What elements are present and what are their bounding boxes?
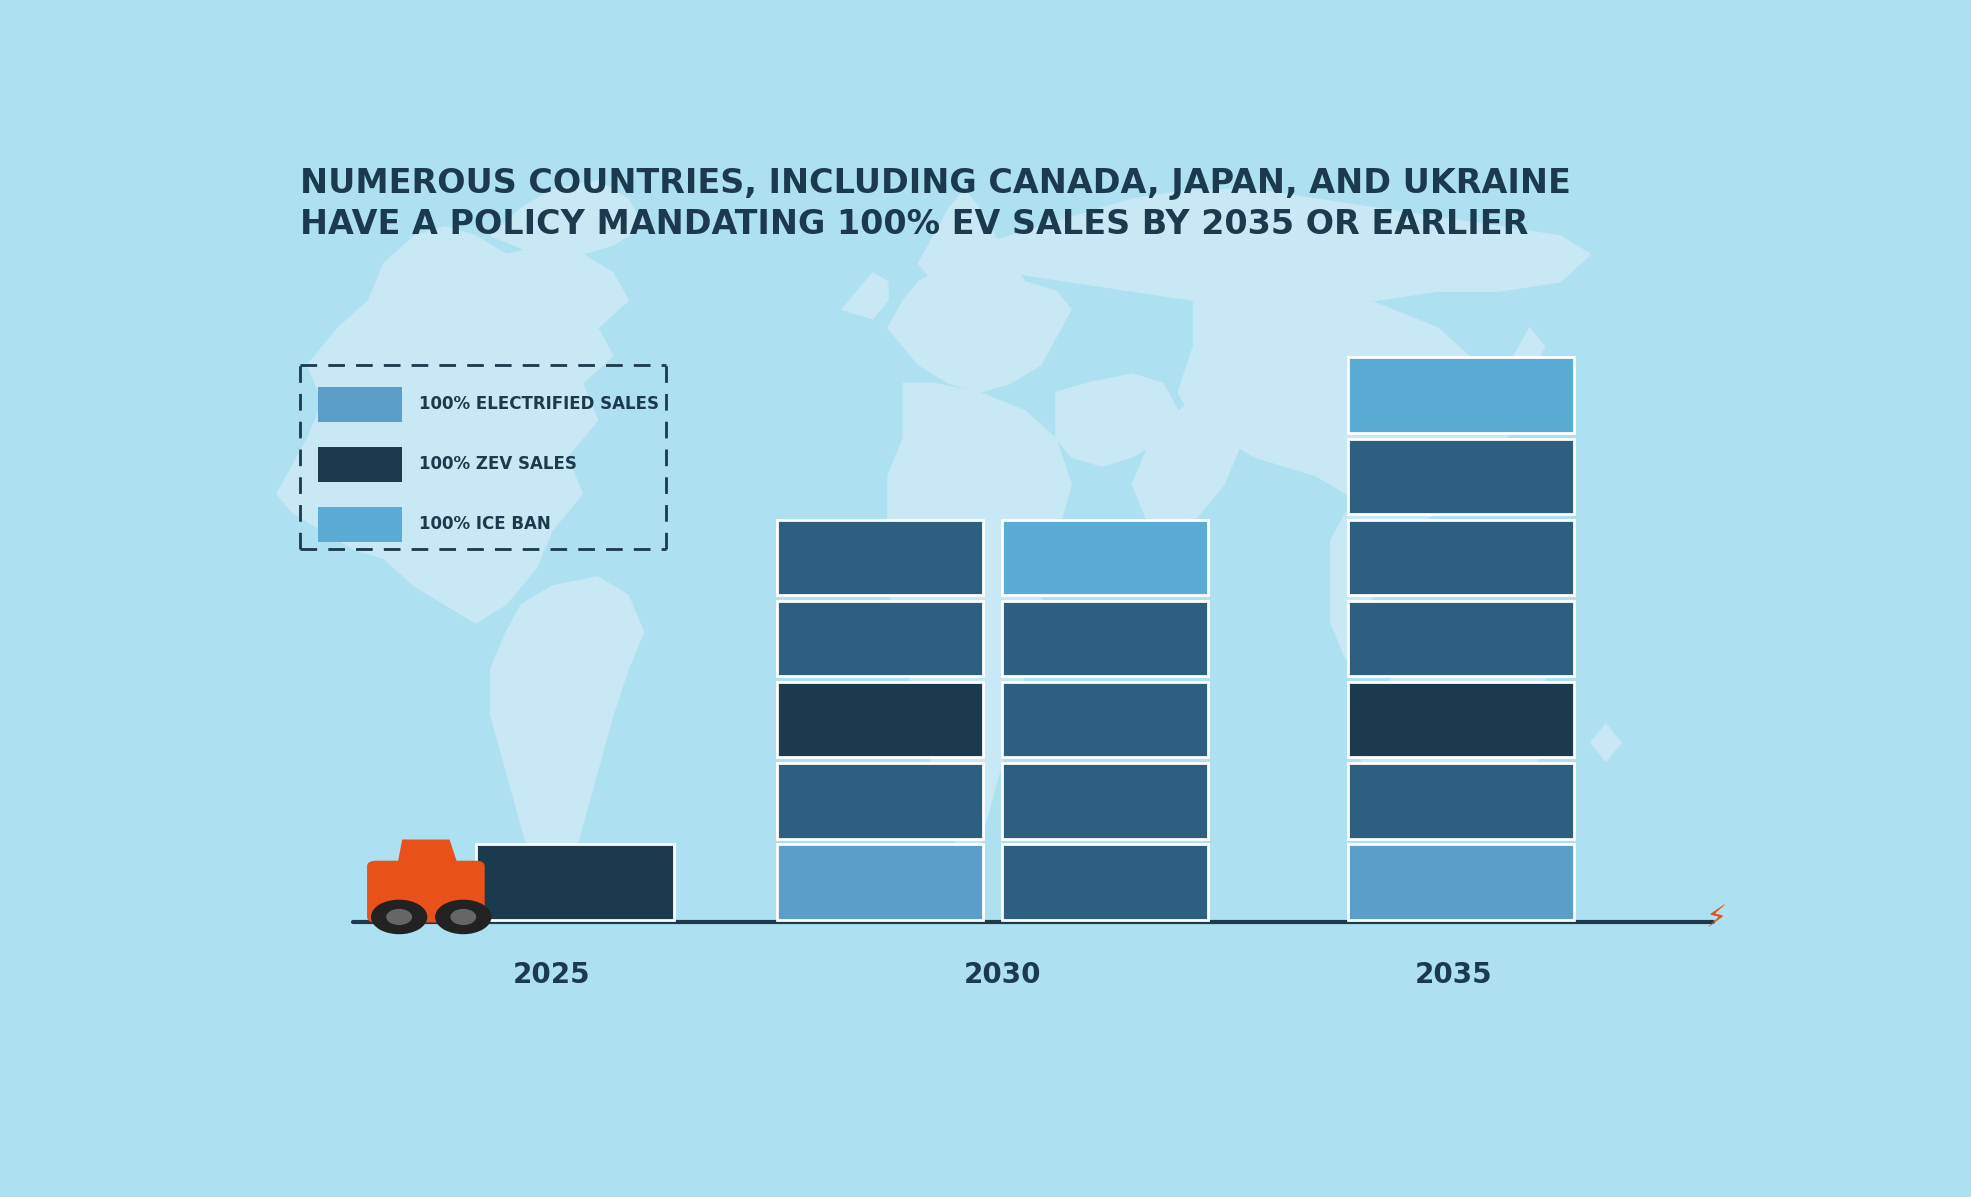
Polygon shape — [950, 190, 1591, 310]
Polygon shape — [491, 181, 643, 254]
Bar — [777, 519, 984, 595]
Bar — [1348, 519, 1573, 595]
Polygon shape — [1591, 724, 1620, 761]
FancyBboxPatch shape — [317, 446, 402, 482]
Bar — [1001, 682, 1208, 758]
Text: AUSTRIA: AUSTRIA — [844, 631, 917, 646]
Polygon shape — [842, 273, 887, 318]
Text: ⚡: ⚡ — [1705, 904, 1727, 934]
Bar — [1348, 601, 1573, 676]
Bar — [1001, 601, 1208, 676]
Text: ISRAEL: ISRAEL — [1078, 632, 1133, 645]
FancyBboxPatch shape — [317, 506, 402, 542]
Circle shape — [436, 900, 491, 934]
Polygon shape — [1498, 328, 1545, 402]
Polygon shape — [887, 254, 1072, 393]
Bar — [777, 601, 984, 676]
Text: 2025: 2025 — [512, 961, 591, 989]
Bar — [475, 844, 674, 919]
Text: ICELAND: ICELAND — [844, 794, 917, 808]
Polygon shape — [396, 839, 461, 871]
Bar — [777, 682, 984, 758]
Circle shape — [386, 910, 412, 924]
Text: 100% ICE BAN: 100% ICE BAN — [420, 515, 550, 534]
Bar — [1348, 438, 1573, 515]
Bar — [1348, 762, 1573, 839]
Text: EUROPEAN UNION: EUROPEAN UNION — [1384, 469, 1539, 484]
Text: UNITED KINGDOM: UNITED KINGDOM — [1035, 794, 1175, 808]
Bar — [1348, 358, 1573, 433]
Polygon shape — [918, 190, 1009, 291]
Text: NUMEROUS COUNTRIES, INCLUDING CANADA, JAPAN, AND UKRAINE: NUMEROUS COUNTRIES, INCLUDING CANADA, JA… — [300, 166, 1571, 200]
Polygon shape — [276, 226, 629, 622]
Bar — [1001, 844, 1208, 919]
Circle shape — [373, 900, 426, 934]
Text: HAVE A POLICY MANDATING 100% EV SALES BY 2035 OR EARLIER: HAVE A POLICY MANDATING 100% EV SALES BY… — [300, 208, 1528, 241]
Polygon shape — [491, 577, 643, 918]
Text: NETHERLANDS: NETHERLANDS — [818, 549, 944, 565]
Text: SINGAPORE: SINGAPORE — [1058, 712, 1151, 727]
Polygon shape — [1362, 651, 1561, 807]
Text: UKRAINE: UKRAINE — [1070, 551, 1139, 565]
Bar — [1348, 682, 1573, 758]
Bar — [1001, 762, 1208, 839]
FancyBboxPatch shape — [317, 387, 402, 423]
Text: 100% ELECTRIFIED SALES: 100% ELECTRIFIED SALES — [420, 395, 658, 413]
Bar — [777, 844, 984, 919]
Text: UNITED STATES
(25%): UNITED STATES (25%) — [1399, 705, 1522, 734]
Text: SLOVENIA: SLOVENIA — [1066, 875, 1143, 889]
Bar — [1001, 519, 1208, 595]
Polygon shape — [1056, 375, 1179, 467]
Text: UNITED KINGDOM: UNITED KINGDOM — [1384, 388, 1537, 402]
Polygon shape — [1131, 402, 1240, 549]
Bar — [777, 762, 984, 839]
Text: IRELAND: IRELAND — [844, 712, 918, 728]
Text: CABO VERDE: CABO VERDE — [1405, 631, 1516, 646]
Bar — [1348, 844, 1573, 919]
Polygon shape — [1179, 282, 1514, 530]
Polygon shape — [1330, 494, 1407, 660]
FancyBboxPatch shape — [367, 861, 485, 923]
Polygon shape — [887, 383, 1072, 863]
Text: 2035: 2035 — [1415, 961, 1492, 989]
Text: 100% ZEV SALES: 100% ZEV SALES — [420, 455, 578, 473]
Text: NORWAY: NORWAY — [534, 873, 615, 891]
Text: CHILE: CHILE — [1437, 875, 1486, 889]
Text: DENMARK: DENMARK — [838, 875, 922, 889]
Text: JAPAN: JAPAN — [1435, 794, 1486, 808]
Text: 2030: 2030 — [964, 961, 1041, 989]
Text: CANADA: CANADA — [1425, 549, 1496, 565]
Circle shape — [451, 910, 475, 924]
